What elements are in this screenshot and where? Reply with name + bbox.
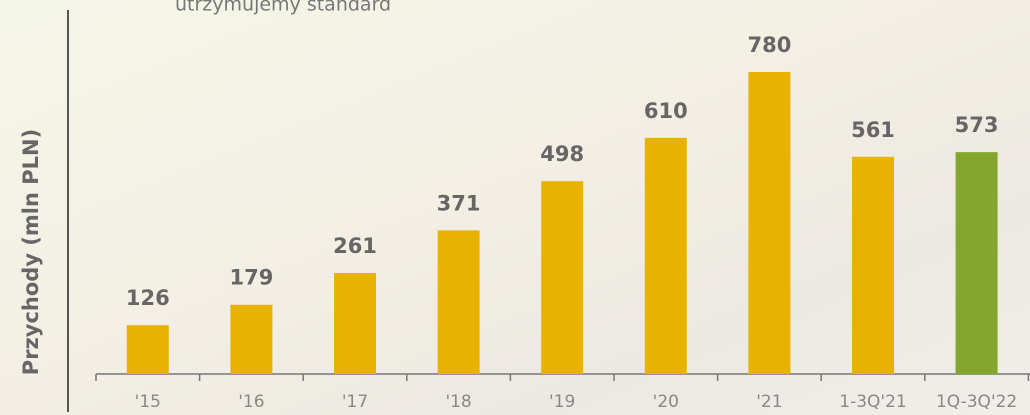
bar — [852, 157, 894, 374]
page: utrzymujemy standard Przychody (mln PLN)… — [0, 0, 1030, 415]
x-tick-label: '15 — [135, 392, 161, 412]
bar — [645, 138, 687, 374]
x-tick-label: 1Q-3Q'22 — [936, 392, 1017, 412]
value-label: 261 — [333, 234, 377, 258]
x-tick-label: '16 — [238, 392, 264, 412]
x-tick-label: '19 — [549, 392, 575, 412]
value-label: 780 — [747, 33, 791, 57]
bar — [438, 230, 480, 374]
value-label: 179 — [229, 266, 273, 290]
bar — [956, 152, 998, 374]
value-label: 610 — [644, 99, 688, 123]
value-label: 126 — [126, 286, 170, 310]
chart: utrzymujemy standard Przychody (mln PLN)… — [0, 0, 1030, 415]
subtitle: utrzymujemy standard — [175, 0, 391, 16]
value-label: 371 — [437, 191, 481, 215]
value-label: 561 — [851, 118, 895, 142]
value-label: 573 — [955, 113, 999, 137]
bar — [127, 325, 169, 374]
bar — [748, 72, 790, 374]
bar — [334, 273, 376, 374]
x-tick-label: '20 — [653, 392, 679, 412]
x-tick-label: '21 — [756, 392, 782, 412]
bar — [230, 305, 272, 374]
value-label: 498 — [540, 142, 584, 166]
x-tick-label: '17 — [342, 392, 368, 412]
y-axis-label: Przychody (mln PLN) — [19, 129, 43, 375]
bar — [541, 181, 583, 374]
x-tick-label: 1-3Q'21 — [839, 392, 906, 412]
x-tick-label: '18 — [445, 392, 471, 412]
